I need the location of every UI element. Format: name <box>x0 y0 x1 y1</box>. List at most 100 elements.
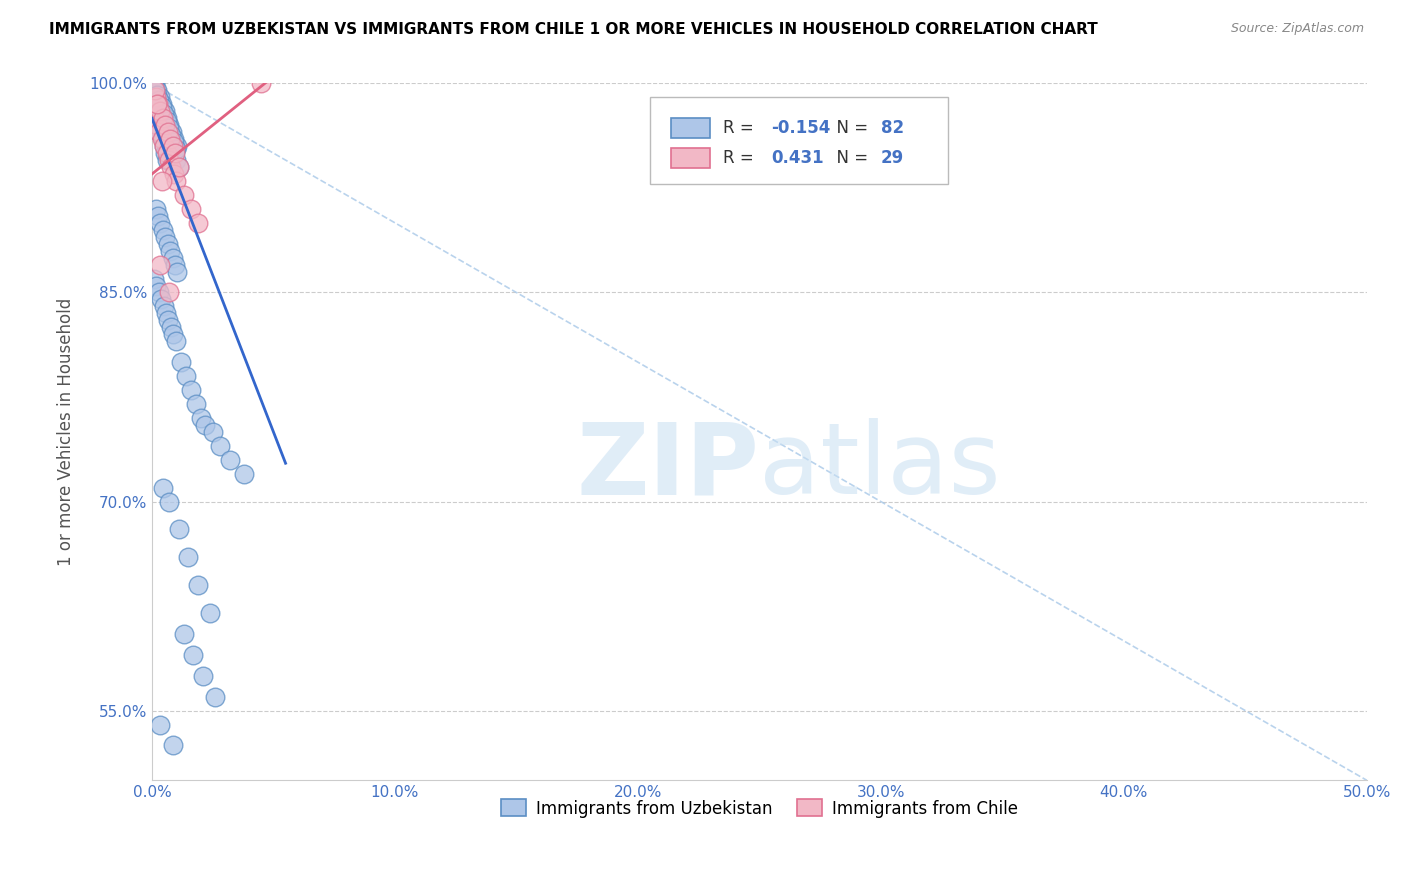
Point <box>170 355 193 369</box>
Point <box>142 271 165 285</box>
Point <box>148 125 170 139</box>
Point <box>160 139 183 153</box>
Point <box>152 118 174 132</box>
Point <box>177 550 200 565</box>
Point <box>159 285 181 300</box>
Point <box>145 202 167 216</box>
Point <box>159 118 181 132</box>
Point <box>163 146 186 161</box>
Point <box>160 128 183 142</box>
Point <box>152 481 174 495</box>
Point <box>165 142 187 156</box>
Point <box>152 112 174 126</box>
Point <box>160 160 183 174</box>
Point <box>159 244 181 258</box>
Point <box>167 160 190 174</box>
Point <box>163 135 186 149</box>
Point <box>155 146 177 161</box>
Point <box>160 320 183 334</box>
Point <box>156 125 179 139</box>
Point <box>146 118 169 132</box>
Point <box>155 229 177 244</box>
Point <box>166 139 188 153</box>
Point <box>180 202 202 216</box>
Text: ZIP: ZIP <box>576 418 759 516</box>
Point <box>173 627 195 641</box>
Point <box>150 112 173 126</box>
Point <box>157 132 180 146</box>
Point <box>146 97 169 112</box>
Point <box>153 104 176 119</box>
Point <box>155 118 177 132</box>
Point <box>173 188 195 202</box>
Point <box>148 104 170 119</box>
Point <box>157 153 180 167</box>
Point <box>157 494 180 508</box>
FancyBboxPatch shape <box>671 148 710 168</box>
Point <box>190 411 212 425</box>
Point <box>165 174 187 188</box>
Point <box>150 112 173 126</box>
Point <box>165 334 187 349</box>
Point <box>159 132 181 146</box>
Point <box>146 97 169 112</box>
Point <box>148 125 170 139</box>
Point <box>166 264 188 278</box>
Point <box>155 153 177 167</box>
Point <box>160 125 183 139</box>
Point <box>162 139 184 153</box>
Text: R =: R = <box>723 119 759 137</box>
Point <box>149 104 172 119</box>
Text: 29: 29 <box>882 149 904 167</box>
Y-axis label: 1 or more Vehicles in Household: 1 or more Vehicles in Household <box>58 298 75 566</box>
Text: Source: ZipAtlas.com: Source: ZipAtlas.com <box>1230 22 1364 36</box>
Point <box>153 107 176 121</box>
Text: 82: 82 <box>882 119 904 137</box>
Text: IMMIGRANTS FROM UZBEKISTAN VS IMMIGRANTS FROM CHILE 1 OR MORE VEHICLES IN HOUSEH: IMMIGRANTS FROM UZBEKISTAN VS IMMIGRANTS… <box>49 22 1098 37</box>
Point <box>162 251 184 265</box>
Point <box>149 90 172 104</box>
Point <box>167 160 190 174</box>
Point <box>149 104 172 119</box>
FancyBboxPatch shape <box>671 119 710 137</box>
Point <box>181 648 204 662</box>
Legend: Immigrants from Uzbekistan, Immigrants from Chile: Immigrants from Uzbekistan, Immigrants f… <box>494 793 1025 824</box>
Point <box>145 90 167 104</box>
Point <box>153 139 176 153</box>
Text: N =: N = <box>827 119 873 137</box>
Point <box>149 216 172 230</box>
Point <box>155 146 177 161</box>
Point <box>204 690 226 704</box>
Point <box>148 285 170 300</box>
Point <box>150 97 173 112</box>
Point <box>180 383 202 397</box>
Point <box>194 417 217 432</box>
Point <box>163 258 186 272</box>
Point <box>162 739 184 753</box>
Point <box>162 327 184 342</box>
Text: R =: R = <box>723 149 759 167</box>
Point <box>145 90 167 104</box>
Point <box>155 306 177 320</box>
Point <box>157 121 180 136</box>
Point <box>156 236 179 251</box>
Point <box>162 146 184 161</box>
Point <box>145 278 167 293</box>
Point <box>155 114 177 128</box>
Point <box>163 132 186 146</box>
Point <box>184 397 207 411</box>
Point <box>146 118 169 132</box>
Point <box>167 523 190 537</box>
Point <box>143 83 166 97</box>
Point <box>157 313 180 327</box>
Point <box>152 223 174 237</box>
Point <box>152 132 174 146</box>
Point <box>153 139 176 153</box>
Point <box>174 369 197 384</box>
Point <box>148 93 170 107</box>
Point <box>187 578 209 592</box>
Point <box>155 125 177 139</box>
Point <box>218 452 240 467</box>
Text: 0.431: 0.431 <box>772 149 824 167</box>
Point <box>143 77 166 91</box>
